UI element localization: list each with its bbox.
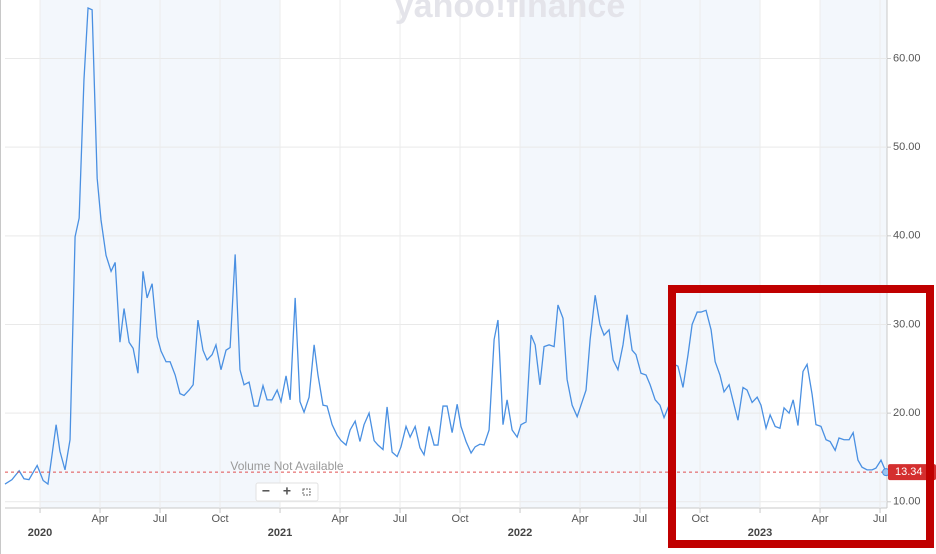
watermark: yahoo!finance xyxy=(395,0,625,25)
x-tick-label: Jul xyxy=(633,513,647,525)
x-tick-label: 2022 xyxy=(508,527,532,539)
x-tick-label: Apr xyxy=(91,513,108,525)
y-tick-label: 50.00 xyxy=(893,141,921,153)
x-tick-label: Jul xyxy=(393,513,407,525)
fullscreen-icon[interactable] xyxy=(302,488,311,496)
plot: 13.34 xyxy=(4,7,936,486)
x-tick-label: Apr xyxy=(571,513,588,525)
x-tick-label: Oct xyxy=(451,513,468,525)
y-tick-label: 10.00 xyxy=(893,496,921,508)
x-tick-label: Apr xyxy=(331,513,348,525)
x-tick-label: 2023 xyxy=(748,527,772,539)
x-tick-label: Oct xyxy=(211,513,228,525)
zoom-controls xyxy=(255,482,319,502)
x-tick-label: Jul xyxy=(873,513,887,525)
x-tick-label: 2021 xyxy=(268,527,292,539)
x-tick-label: Apr xyxy=(811,513,828,525)
zoom-out[interactable]: − xyxy=(262,483,270,499)
y-tick-label: 20.00 xyxy=(893,407,921,419)
x-tick-label: Jul xyxy=(153,513,167,525)
x-tick-label: 2020 xyxy=(28,527,52,539)
volume-note: Volume Not Available xyxy=(230,459,344,473)
y-tick-label: 30.00 xyxy=(893,318,921,330)
price-line xyxy=(4,7,887,486)
highlight-box xyxy=(668,285,934,548)
y-tick-label: 60.00 xyxy=(893,52,921,64)
x-tick-label: Oct xyxy=(691,513,708,525)
last-price-badge xyxy=(888,464,936,481)
zoom-in[interactable]: + xyxy=(283,483,291,499)
year-band xyxy=(820,0,887,508)
last-price-label: 13.34 xyxy=(895,466,923,478)
y-tick-label: 40.00 xyxy=(893,230,921,242)
